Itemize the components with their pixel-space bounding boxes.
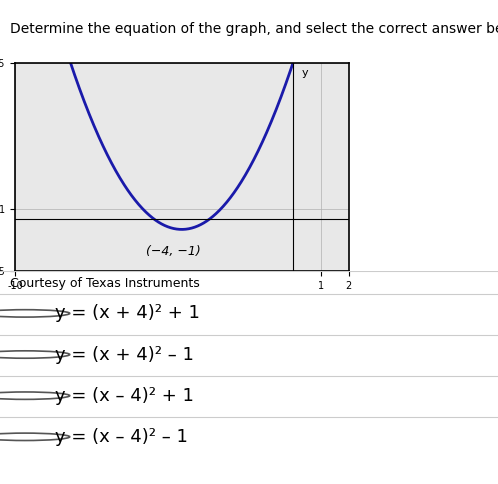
Text: y = (x + 4)² – 1: y = (x + 4)² – 1 (55, 346, 194, 363)
Text: (−4, −1): (−4, −1) (146, 245, 201, 258)
Text: Courtesy of Texas Instruments: Courtesy of Texas Instruments (10, 276, 200, 289)
Text: y = (x + 4)² + 1: y = (x + 4)² + 1 (55, 304, 200, 322)
Text: y: y (301, 68, 308, 78)
Text: y = (x – 4)² – 1: y = (x – 4)² – 1 (55, 428, 188, 446)
Text: y = (x – 4)² + 1: y = (x – 4)² + 1 (55, 387, 194, 405)
Text: Determine the equation of the graph, and select the correct answer below.: Determine the equation of the graph, and… (10, 22, 498, 36)
